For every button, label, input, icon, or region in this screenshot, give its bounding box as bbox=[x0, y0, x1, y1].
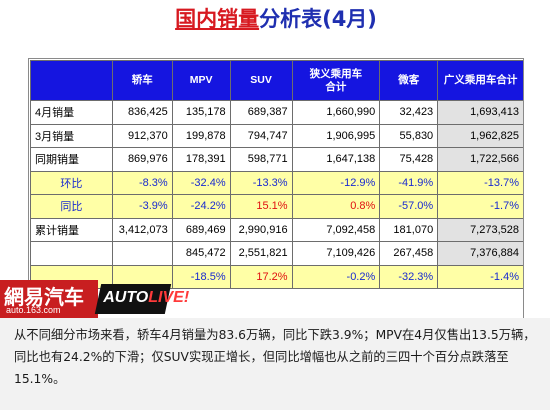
table-cell: 199,878 bbox=[171, 123, 231, 148]
table-cell: 598,771 bbox=[229, 147, 293, 172]
table-header-cell: 微客 bbox=[379, 60, 439, 101]
table-cell: 55,830 bbox=[379, 123, 439, 148]
table-cell: 1,722,566 bbox=[437, 147, 523, 172]
table-cell: -57.0% bbox=[379, 194, 439, 219]
table-row: -18.5% 17.2% -0.2% -32.3% -1.4% bbox=[30, 264, 523, 289]
table-header-row: 轿车 MPV SUV 狭义乘用车 合计 微客 广义乘用车合计 bbox=[30, 60, 523, 101]
table-cell: -1.4% bbox=[437, 264, 523, 289]
netease-auto-logo: 網易汽车 auto.163.com AUTOLIVE! bbox=[0, 280, 189, 320]
logo-url-text: auto.163.com bbox=[6, 305, 61, 315]
table-cell: -24.2% bbox=[171, 194, 231, 219]
table-cell: 845,472 bbox=[171, 241, 231, 266]
table-cell: 0.8% bbox=[291, 194, 381, 219]
table-cell: -0.2% bbox=[291, 264, 381, 289]
table-cell: 135,178 bbox=[171, 100, 231, 125]
row-label: 3月销量 bbox=[30, 123, 113, 148]
table-cell: 181,070 bbox=[379, 217, 439, 242]
table-header-cell: 广义乘用车合计 bbox=[437, 60, 523, 101]
row-label bbox=[30, 241, 113, 266]
row-label: 同期销量 bbox=[30, 147, 113, 172]
table-cell: 15.1% bbox=[229, 194, 293, 219]
table-cell: 32,423 bbox=[379, 100, 439, 125]
table-cell: 1,906,995 bbox=[291, 123, 381, 148]
logo-brand-text: 網易汽车 bbox=[4, 285, 84, 309]
table-row: 环比 -8.3% -32.4% -13.3% -12.9% -41.9% -13.7% bbox=[30, 170, 523, 195]
table-cell: 836,425 bbox=[111, 100, 173, 125]
table-body: 4月销量 836,425 135,178 689,387 1,660,990 32,423… bbox=[30, 100, 523, 289]
table-cell: 1,962,825 bbox=[437, 123, 523, 148]
table-cell: -1.7% bbox=[437, 194, 523, 219]
table-cell: 794,747 bbox=[229, 123, 293, 148]
table-cell: 1,660,990 bbox=[291, 100, 381, 125]
sales-table: 轿车 MPV SUV 狭义乘用车 合计 微客 广义乘用车合计 4月销量 836,425 135,… bbox=[30, 60, 523, 289]
table-cell: 7,273,528 bbox=[437, 217, 523, 242]
table-row: 4月销量 836,425 135,178 689,387 1,660,990 32,423… bbox=[30, 100, 523, 125]
table-cell: 2,551,821 bbox=[229, 241, 293, 266]
table-cell: -41.9% bbox=[379, 170, 439, 195]
logo-auto-text: AUTO bbox=[103, 289, 149, 306]
table-cell: 7,092,458 bbox=[291, 217, 381, 242]
table-cell: 1,647,138 bbox=[291, 147, 381, 172]
table-header-corner bbox=[30, 60, 113, 101]
title-blue-part: 分析表(4月) bbox=[259, 7, 377, 31]
row-label: 环比 bbox=[30, 170, 113, 195]
table-header-cell: MPV bbox=[171, 60, 231, 101]
table-row: 3月销量 912,370 199,878 794,747 1,906,995 55,830… bbox=[30, 123, 523, 148]
table-cell: 1,693,413 bbox=[437, 100, 523, 125]
table-cell: -12.9% bbox=[291, 170, 381, 195]
table-row: 同比 -3.9% -24.2% 15.1% 0.8% -57.0% -1.7% bbox=[30, 194, 523, 219]
table-header-cell: 狭义乘用车 合计 bbox=[291, 60, 381, 101]
title-red-part: 国内销量 bbox=[175, 7, 260, 31]
table-cell: 17.2% bbox=[229, 264, 293, 289]
table-cell: 869,976 bbox=[111, 147, 173, 172]
row-label: 累计销量 bbox=[30, 217, 113, 242]
row-label: 4月销量 bbox=[30, 100, 113, 125]
table-cell: -3.9% bbox=[111, 194, 173, 219]
table-cell bbox=[111, 241, 173, 266]
table-cell: 7,376,884 bbox=[437, 241, 523, 266]
table-row: 同期销量 869,976 178,391 598,771 1,647,138 75,428… bbox=[30, 147, 523, 172]
table-row: 累计销量 3,412,073 689,469 2,990,916 7,092,458 18… bbox=[30, 217, 523, 242]
autolive-logo: AUTOLIVE! bbox=[94, 284, 189, 314]
table-cell: 7,109,426 bbox=[291, 241, 381, 266]
slide: 国内销量分析表(4月) 轿车 MPV SUV 狭义乘用车 合计 微客 广义乘用车合计 4月销… bbox=[28, 0, 524, 320]
table-cell: -32.4% bbox=[171, 170, 231, 195]
table-cell: 267,458 bbox=[379, 241, 439, 266]
page-title: 国内销量分析表(4月) bbox=[30, 0, 522, 44]
table-cell: 178,391 bbox=[171, 147, 231, 172]
table-cell: -13.7% bbox=[437, 170, 523, 195]
table-row: 845,472 2,551,821 7,109,426 267,458 7,376,88… bbox=[30, 241, 523, 266]
table-cell: -13.3% bbox=[229, 170, 293, 195]
netease-logo: 網易汽车 auto.163.com bbox=[0, 280, 98, 320]
table-cell: 75,428 bbox=[379, 147, 439, 172]
table-header-cell: SUV bbox=[229, 60, 293, 101]
table-cell: -18.5% bbox=[171, 264, 231, 289]
caption-text: 从不同细分市场来看，轿车4月销量为83.6万辆，同比下跌3.9%；MPV在4月仅… bbox=[0, 318, 550, 410]
table-cell: 689,387 bbox=[229, 100, 293, 125]
table-cell: 689,469 bbox=[171, 217, 231, 242]
sales-table-frame: 轿车 MPV SUV 狭义乘用车 合计 微客 广义乘用车合计 4月销量 836,425 135,… bbox=[28, 58, 524, 320]
table-cell: 2,990,916 bbox=[229, 217, 293, 242]
table-header-cell: 轿车 bbox=[111, 60, 173, 101]
row-label: 同比 bbox=[30, 194, 113, 219]
table-cell: -32.3% bbox=[379, 264, 439, 289]
table-cell: 912,370 bbox=[111, 123, 173, 148]
logo-live-text: LIVE! bbox=[148, 289, 190, 306]
table-cell: 3,412,073 bbox=[111, 217, 173, 242]
table-cell: -8.3% bbox=[111, 170, 173, 195]
